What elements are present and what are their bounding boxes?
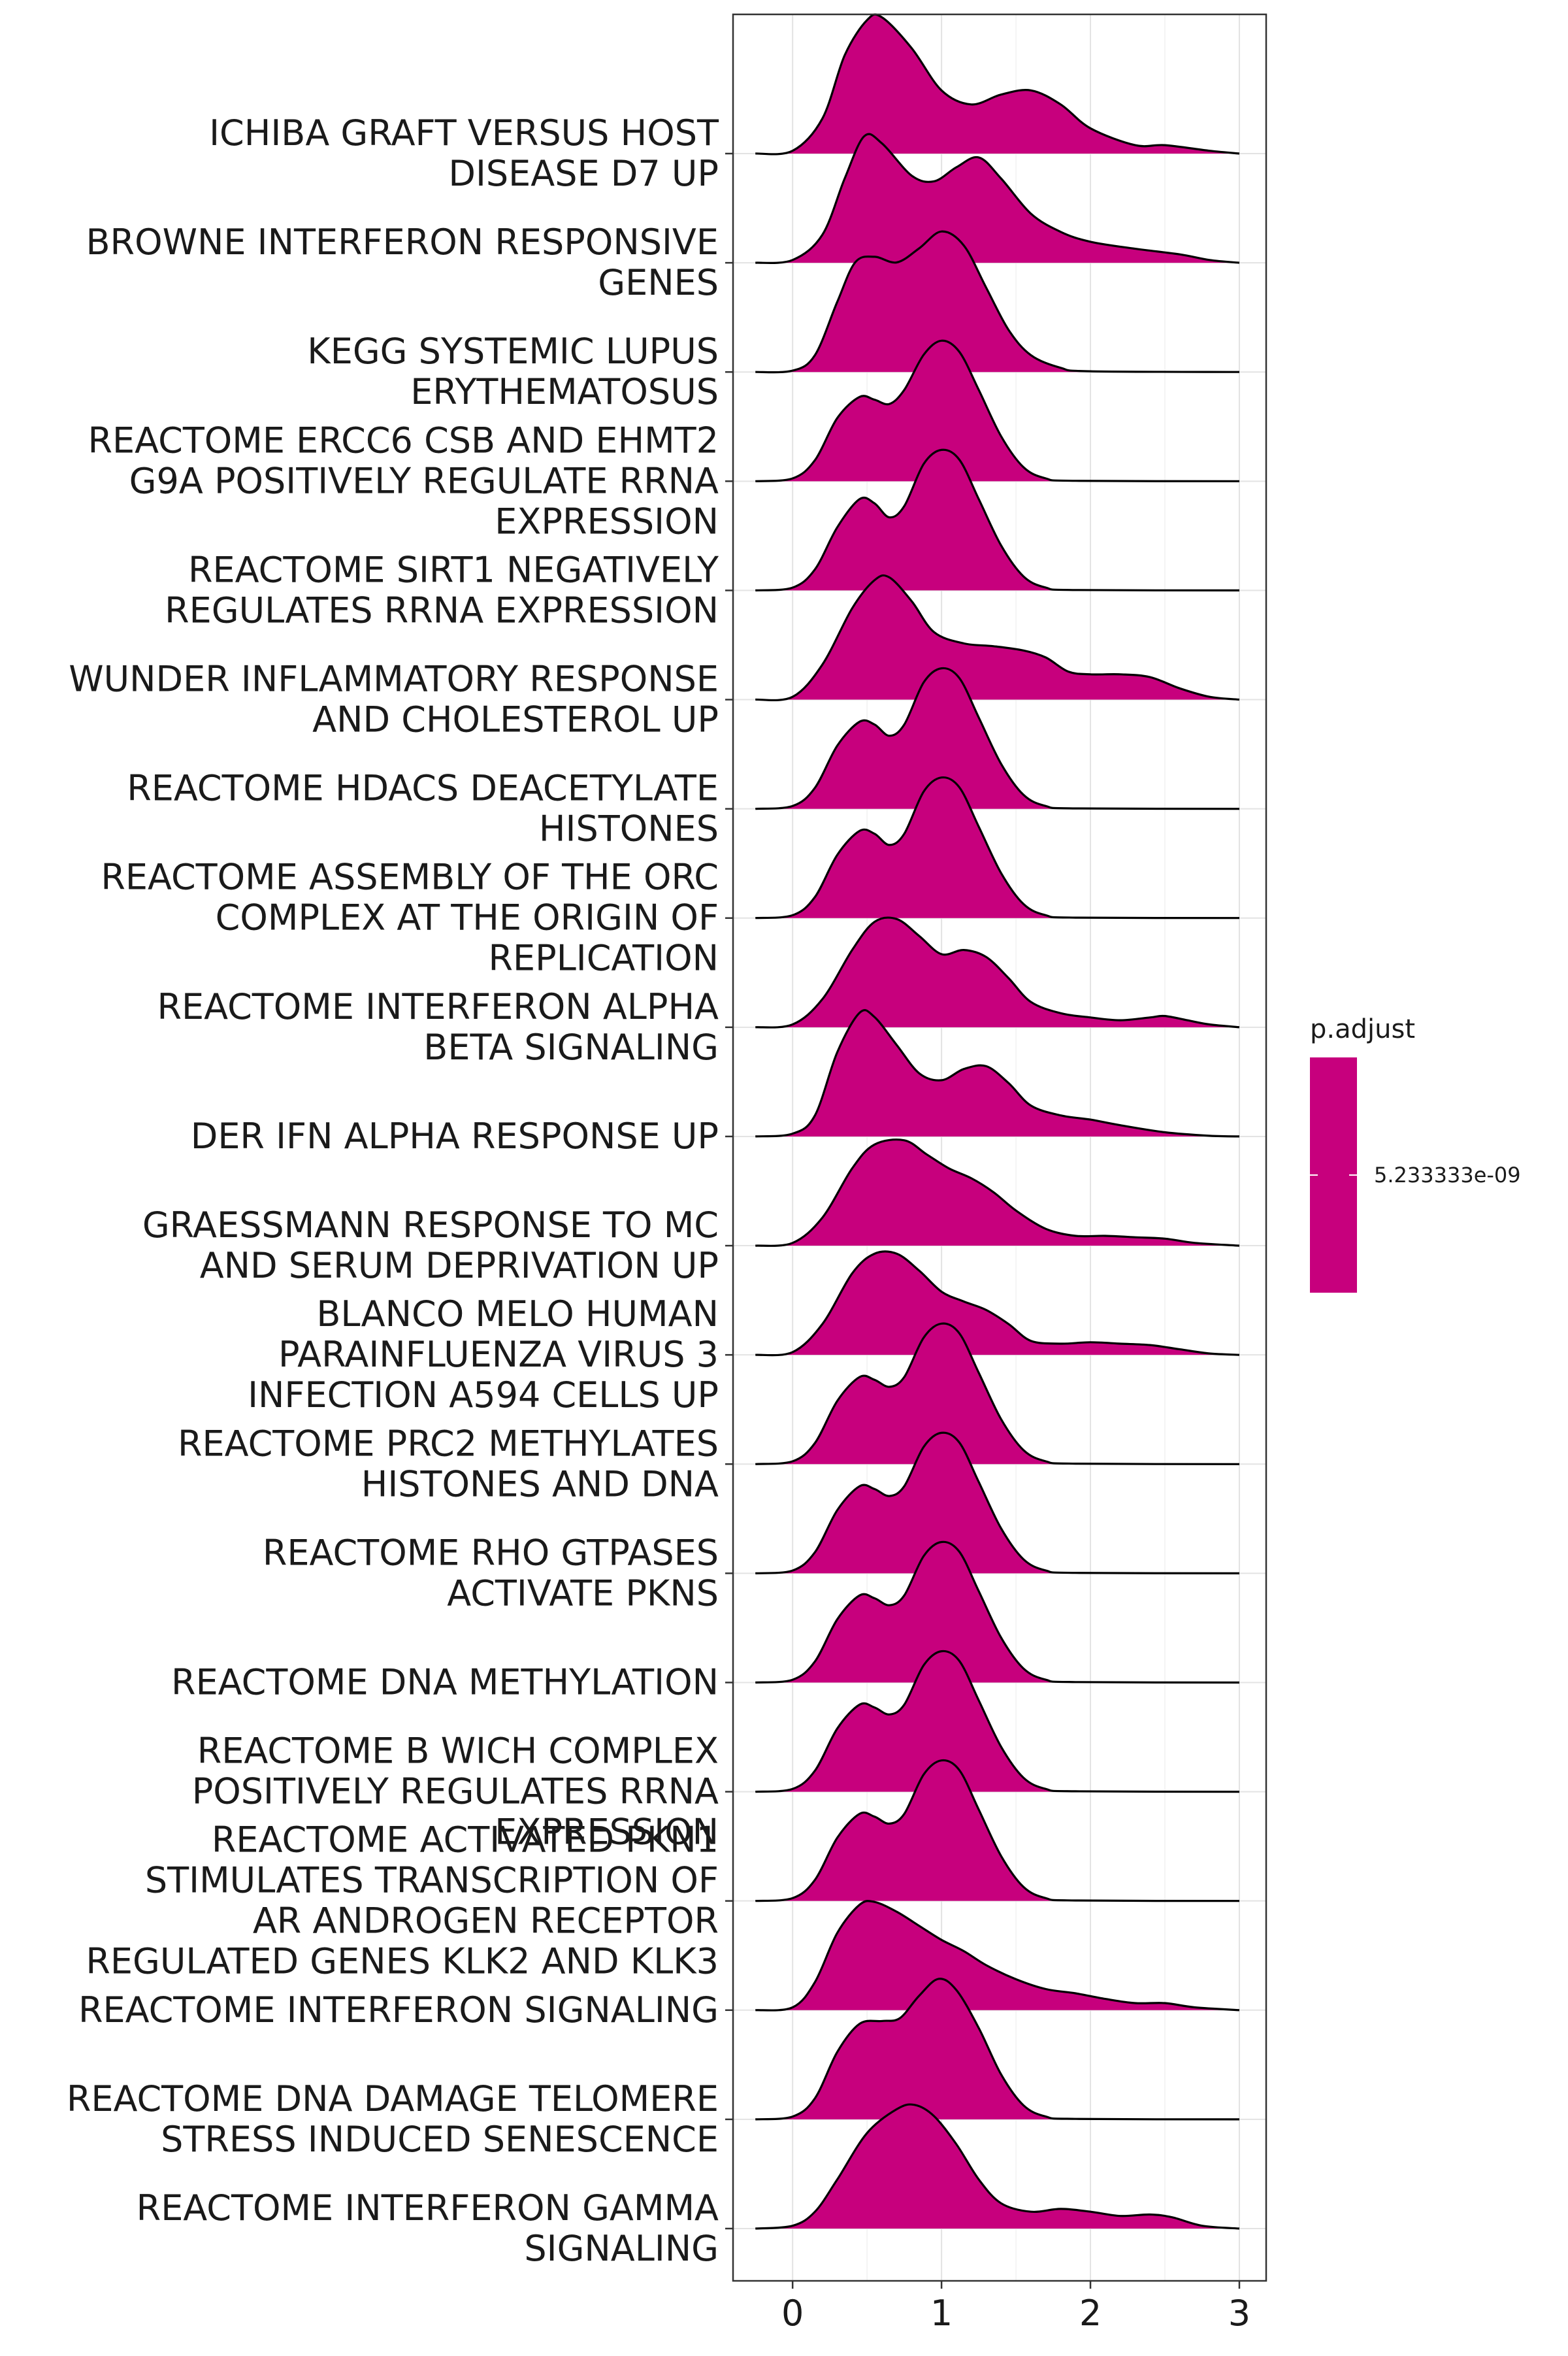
ridge [755,1759,1240,1902]
ridge [755,133,1240,264]
y-tick-label: REACTOME ASSEMBLY OF THE ORC COMPLEX AT T… [101,857,719,979]
ridges [755,13,1240,2230]
ridge-fill [755,1323,1239,1465]
ridge [755,574,1240,702]
ridge-outline [755,13,1240,156]
ridge-outline [755,1138,1240,1247]
y-tick-label: BLANCO MELO HUMAN PARAINFLUENZA VIRUS 3 IN… [248,1293,719,1416]
ridge-outline [755,1650,1240,1793]
y-tick-label: ICHIBA GRAFT VERSUS HOST DISEASE D7 UP [209,112,719,194]
y-tick-label: BROWNE INTERFERON RESPONSIVE GENES [86,222,719,303]
ridge-fill [755,1760,1239,1901]
y-tick-label: REACTOME INTERFERON SIGNALING [78,1989,719,2031]
ridge-outline [755,1900,1240,2012]
y-tick-label: REACTOME RHO GTPASES ACTIVATE PKNS [263,1532,719,1614]
y-tick-label: GRAESSMANN RESPONSE TO MC AND SERUM DEPRI… [142,1204,719,1286]
ridge-outline [755,574,1240,702]
y-tick-label: REACTOME ERCC6 CSB AND EHMT2 G9A POSITIVE… [88,420,719,542]
ridge [755,916,1240,1029]
ridge-outline [755,1540,1240,1684]
ridge-fill [755,231,1239,373]
x-tick-label: 0 [781,2293,804,2334]
y-tick-label: REACTOME DNA DAMAGE TELOMERE STRESS INDUC… [67,2078,719,2160]
ridge [755,1322,1240,1465]
ridge [755,339,1240,482]
x-tick-label: 2 [1079,2293,1102,2334]
ridge-fill [755,1900,1239,2011]
y-tick-label: REACTOME PRC2 METHYLATES HISTONES AND DNA [178,1423,719,1504]
ridge-fill [755,340,1239,482]
legend: p.adjust 5.233333e-09 [1310,1014,1521,1293]
ridge [755,1009,1240,1138]
ridge-fill [755,134,1239,263]
legend-title: p.adjust [1310,1014,1415,1044]
x-tick-label: 1 [930,2293,953,2334]
x-axis: 0 1 2 3 [781,2281,1250,2334]
ridge-outline [755,1009,1240,1138]
ridge [755,1978,1240,2121]
ridge-outline [755,2103,1240,2230]
y-tick-label: WUNDER INFLAMMATORY RESPONSE AND CHOLESTE… [69,659,719,740]
ridge-outline [755,1250,1240,1357]
ridge-fill [755,14,1239,154]
y-tick-label: REACTOME HDACS DEACETYLATE HISTONES [127,768,719,850]
ridge-outline [755,339,1240,482]
ridge-fill [755,1251,1239,1355]
y-tick-label: REACTOME ACTIVATED PKN1 STIMULATES TRANSC… [86,1819,719,1982]
ridge-outline [755,1431,1240,1574]
ridge-outline [755,448,1240,591]
ridge-fill [755,2104,1239,2229]
ridge-fill [755,917,1239,1028]
y-tick-label: REACTOME B WICH COMPLEX POSITIVELY REGULA… [192,1731,719,1853]
y-tick-label: REACTOME INTERFERON GAMMA SIGNALING [137,2187,719,2269]
ridge-outline [755,230,1240,374]
ridge [755,1138,1240,1247]
ridge-fill [755,1542,1239,1683]
ridge [755,667,1240,810]
ridge [755,1900,1240,2012]
ridge [755,1540,1240,1684]
ridge-fill [755,1433,1239,1574]
legend-label: 5.233333e-09 [1374,1163,1521,1187]
plot-panel [733,14,1266,2281]
y-tick-label: REACTOME SIRT1 NEGATIVELY REGULATES RRNA … [165,549,719,631]
ridge-fill [755,575,1239,701]
ridge-outline [755,1322,1240,1465]
ridge [755,2103,1240,2230]
plot-border [732,13,1267,2282]
ridge-outline [755,667,1240,810]
ridge-fill [755,1978,1239,2119]
ridge [755,1650,1240,1793]
ridge-outline [755,776,1240,920]
x-tick-label: 3 [1228,2293,1250,2334]
ridge-fill [755,777,1239,918]
ridge [755,776,1240,920]
ridge-outline [755,1978,1240,2121]
ridge-outline [755,1759,1240,1902]
ridge [755,1431,1240,1574]
ridge-outline [755,916,1240,1029]
y-axis-labels: ICHIBA GRAFT VERSUS HOST DISEASE D7 UP BRO… [67,112,733,2269]
y-tick-label: DER IFN ALPHA RESPONSE UP [191,1116,719,1157]
ridge-fill [755,1139,1239,1246]
ridge [755,230,1240,374]
ridge-outline [755,133,1240,264]
ridge [755,448,1240,591]
y-tick-label: REACTOME DNA METHYLATION [171,1662,719,1703]
y-tick-label: KEGG SYSTEMIC LUPUS ERYTHEMATOSUS [307,331,719,412]
ridge-fill [755,450,1239,591]
ridge-fill [755,668,1239,809]
ridge-fill [755,1651,1239,1792]
ridge [755,13,1240,156]
ridge [755,1250,1240,1357]
y-tick-label: REACTOME INTERFERON ALPHA BETA SIGNALING [157,986,719,1068]
